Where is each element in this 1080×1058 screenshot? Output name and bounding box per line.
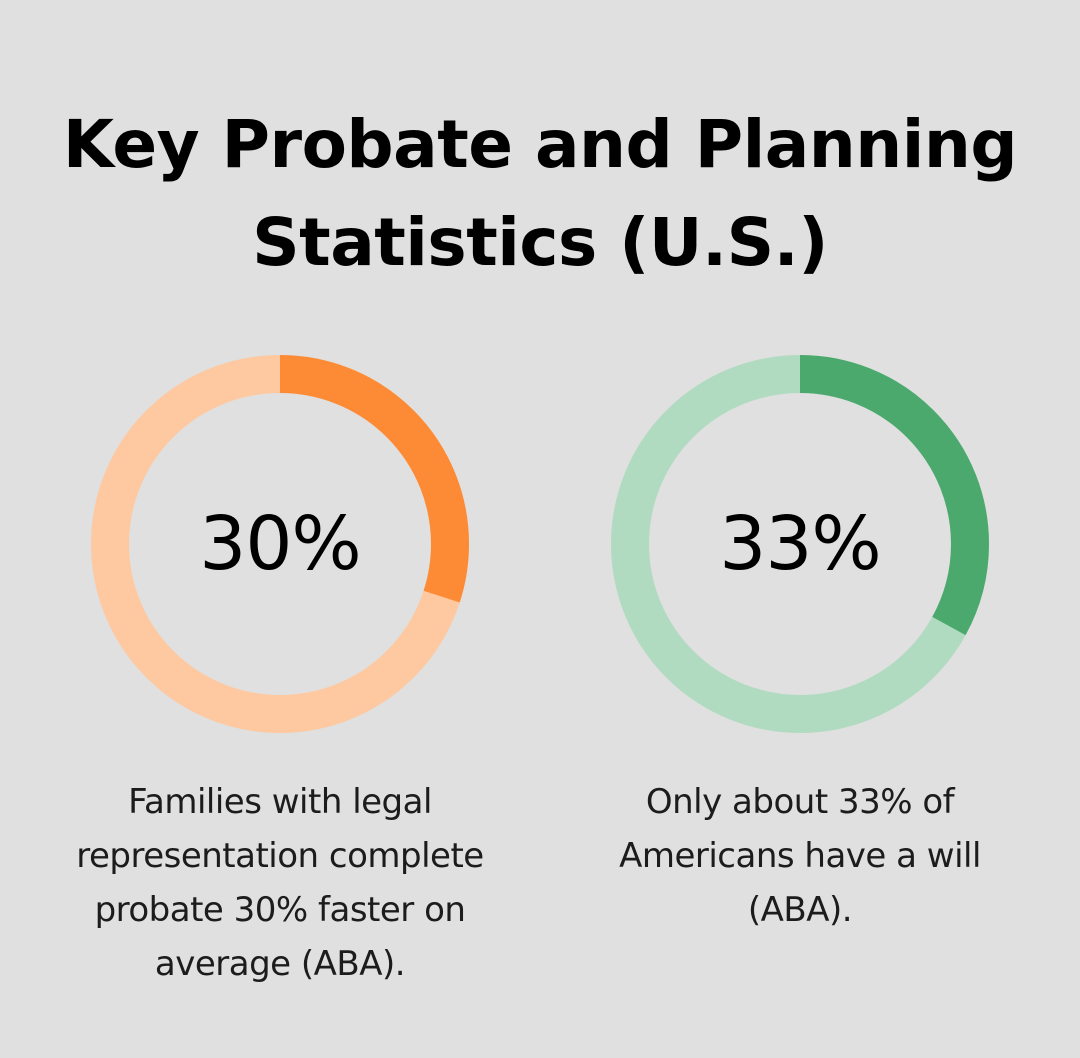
donut-chart: 33% <box>611 355 989 733</box>
donut-value-label: 30% <box>199 501 361 587</box>
donut-svg <box>611 355 989 733</box>
stat-caption: Only about 33% of Americans have a will … <box>619 782 981 930</box>
donut-chart: 30% <box>91 355 469 733</box>
donut-fill-arc <box>611 355 989 733</box>
stat-caption: Families with legal representation compl… <box>76 782 484 984</box>
stat-card: 33% Only about 33% of Americans have a w… <box>560 355 1040 937</box>
donut-fill-arc <box>91 355 469 733</box>
donut-value-label: 33% <box>719 501 881 587</box>
page-title: Key Probate and Planning Statistics (U.S… <box>62 106 1018 281</box>
stat-card: 30% Families with legal representation c… <box>40 355 520 991</box>
donut-svg <box>91 355 469 733</box>
